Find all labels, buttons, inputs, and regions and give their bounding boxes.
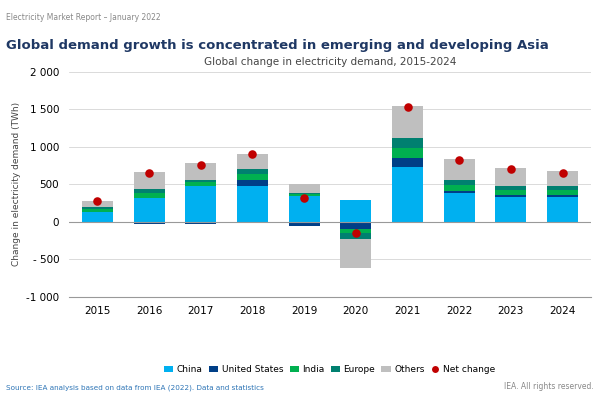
Text: Source: IEA analysis based on data from IEA (2022). Data and statistics: Source: IEA analysis based on data from …: [6, 384, 264, 391]
Text: IEA. All rights reserved.: IEA. All rights reserved.: [504, 382, 594, 391]
Point: [145, 170, 154, 176]
Bar: [340, 233, 371, 239]
Y-axis label: Change in electricity demand (TWh): Change in electricity demand (TWh): [11, 102, 20, 266]
Text: Global overview: Global overview: [471, 9, 566, 20]
Point: [196, 162, 206, 168]
Bar: [289, 194, 320, 196]
Bar: [289, 184, 320, 193]
Bar: [185, 179, 216, 182]
Point: [351, 230, 361, 236]
Bar: [185, 163, 216, 179]
Bar: [444, 185, 475, 191]
Bar: [340, 239, 371, 268]
Bar: [289, 222, 320, 226]
Bar: [237, 179, 268, 185]
Text: Global demand growth is concentrated in emerging and developing Asia: Global demand growth is concentrated in …: [6, 39, 549, 52]
Bar: [496, 195, 526, 197]
Bar: [134, 193, 164, 197]
Bar: [134, 172, 164, 189]
Bar: [289, 196, 320, 222]
Bar: [444, 159, 475, 180]
Bar: [82, 209, 113, 212]
Bar: [185, 182, 216, 185]
Point: [248, 151, 257, 157]
Bar: [185, 222, 216, 224]
Point: [558, 170, 568, 176]
Bar: [547, 195, 578, 197]
Point: [403, 104, 412, 110]
Bar: [444, 191, 475, 193]
Bar: [340, 229, 371, 233]
Bar: [547, 186, 578, 190]
Bar: [82, 207, 113, 209]
Bar: [237, 174, 268, 179]
Bar: [237, 169, 268, 174]
Bar: [392, 167, 423, 222]
Bar: [237, 185, 268, 222]
Bar: [496, 168, 526, 186]
Bar: [185, 185, 216, 222]
Bar: [82, 201, 113, 207]
Bar: [547, 171, 578, 186]
Bar: [82, 212, 113, 222]
Bar: [392, 139, 423, 148]
Bar: [496, 197, 526, 222]
Bar: [444, 180, 475, 185]
Bar: [237, 154, 268, 169]
Bar: [392, 106, 423, 139]
Title: Global change in electricity demand, 2015-2024: Global change in electricity demand, 201…: [204, 57, 456, 67]
Point: [299, 195, 309, 201]
Text: Electricity Market Report – January 2022: Electricity Market Report – January 2022: [6, 14, 161, 22]
Bar: [289, 193, 320, 194]
Bar: [496, 186, 526, 190]
Bar: [547, 197, 578, 222]
Point: [506, 166, 515, 172]
Bar: [444, 193, 475, 222]
Bar: [496, 190, 526, 195]
Bar: [340, 200, 371, 222]
Bar: [134, 222, 164, 224]
Bar: [392, 148, 423, 158]
Bar: [134, 197, 164, 222]
Bar: [340, 222, 371, 229]
Point: [454, 157, 464, 163]
Bar: [392, 158, 423, 167]
Point: [92, 197, 102, 204]
Legend: China, United States, India, Europe, Others, Net change: China, United States, India, Europe, Oth…: [161, 361, 499, 377]
Bar: [547, 190, 578, 195]
Bar: [134, 189, 164, 193]
